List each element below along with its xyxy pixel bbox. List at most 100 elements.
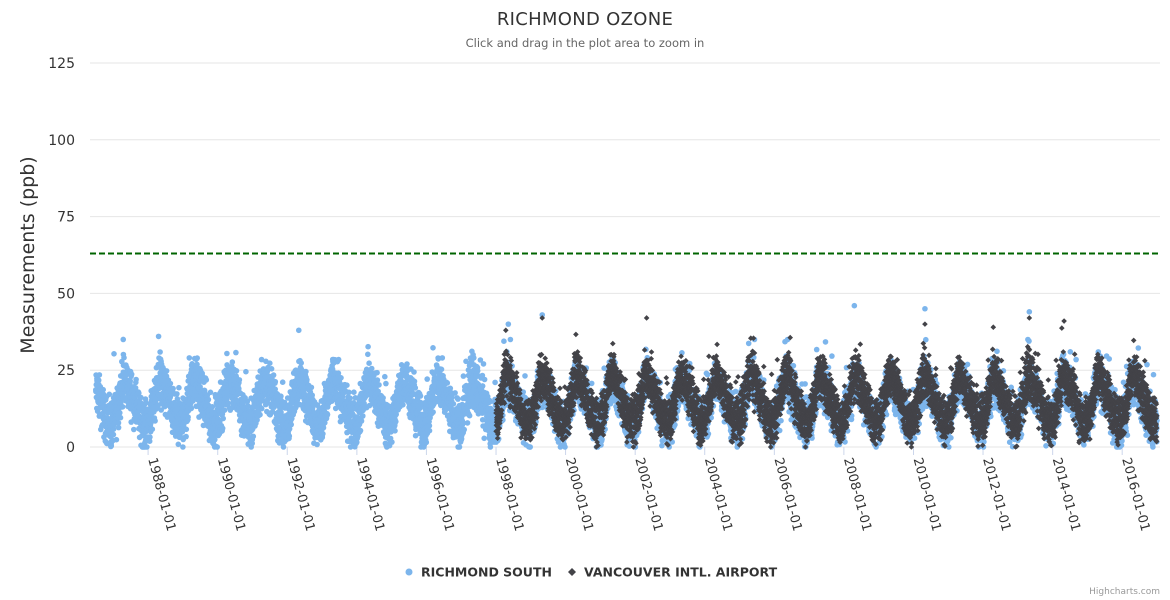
data-point [308,384,315,391]
data-point [704,371,711,378]
data-point [152,418,158,424]
data-point [157,349,163,355]
data-point [233,349,239,356]
data-point [110,431,117,438]
data-point [404,361,410,367]
data-point [209,404,216,410]
data-point [133,376,139,383]
data-point [170,385,176,392]
data-point [392,428,398,434]
x-tick-label: 1994-01-01 [353,456,387,533]
x-tick-label: 1990-01-01 [214,456,248,533]
data-point [474,368,481,374]
data-point [131,426,137,433]
data-point [309,392,316,399]
data-point [127,378,133,384]
data-point [205,396,212,403]
data-point [376,382,382,388]
data-point [450,401,457,407]
data-point [175,441,182,448]
y-tick-label: 0 [66,440,75,456]
data-point [186,355,193,361]
data-point [382,373,388,380]
data-point [424,376,431,382]
data-point [423,439,430,446]
data-point [393,418,399,425]
data-point [100,386,106,393]
data-point [366,360,372,367]
data-point [149,426,156,433]
data-point [137,399,144,406]
data-point [117,410,123,416]
data-point [430,345,436,351]
x-axis-labels: 1988-01-01 1990-01-01 1992-01-01 1994-01-01… [144,447,1152,533]
data-point [346,389,352,396]
data-point [176,384,182,391]
data-point [351,389,357,396]
x-tick-label: 1992-01-01 [283,456,317,533]
data-point [365,351,371,358]
data-point [426,422,433,429]
data-point [113,436,120,443]
data-point [138,394,144,401]
data-point [389,439,395,445]
plot-area[interactable] [93,302,1160,450]
x-tick-label: 2008-01-01 [840,456,874,533]
data-point [430,409,436,415]
data-point [324,411,331,418]
data-point [464,420,471,426]
data-point [335,356,342,363]
data-point [146,438,153,445]
y-axis-title: Measurements (ppb) [17,156,39,353]
data-point [224,350,230,357]
data-point [455,396,461,402]
data-point [492,379,498,386]
data-point [347,395,353,402]
data-point [303,368,309,375]
data-point [144,444,150,450]
data-point [280,444,287,450]
data-point [258,405,265,412]
data-point [452,390,458,396]
data-point [117,414,124,421]
chart-subtitle: Click and drag in the plot area to zoom … [466,36,705,50]
data-point [481,376,488,383]
data-point [180,444,186,450]
data-point [111,351,117,357]
data-point [522,373,528,379]
data-point [106,391,113,398]
y-tick-label: 25 [57,363,75,379]
data-point [412,385,419,391]
data-point [439,355,446,361]
data-point [132,385,139,391]
data-point [185,414,191,420]
x-tick-label: 2012-01-01 [979,456,1013,533]
data-point [220,415,226,422]
data-point [236,377,243,383]
data-point [108,443,115,449]
data-point [588,380,595,387]
data-point [288,421,295,428]
data-point [115,424,122,431]
data-point [411,369,417,375]
data-point [480,361,487,367]
data-point [320,431,326,437]
data-point [426,427,433,434]
data-point [338,375,344,381]
data-point [365,343,371,350]
data-point [400,402,406,408]
data-point [119,404,126,410]
data-point [383,380,389,387]
data-point [279,379,286,386]
data-point [286,433,293,439]
x-tick-label: 2002-01-01 [631,456,665,533]
x-tick-label: 2004-01-01 [701,456,735,533]
data-point [233,368,240,374]
data-point [229,359,236,365]
data-point [527,444,533,450]
data-point [438,366,445,373]
x-tick-label: 2000-01-01 [562,456,596,533]
data-point [374,377,381,383]
x-tick-label: 2016-01-01 [1118,456,1152,533]
